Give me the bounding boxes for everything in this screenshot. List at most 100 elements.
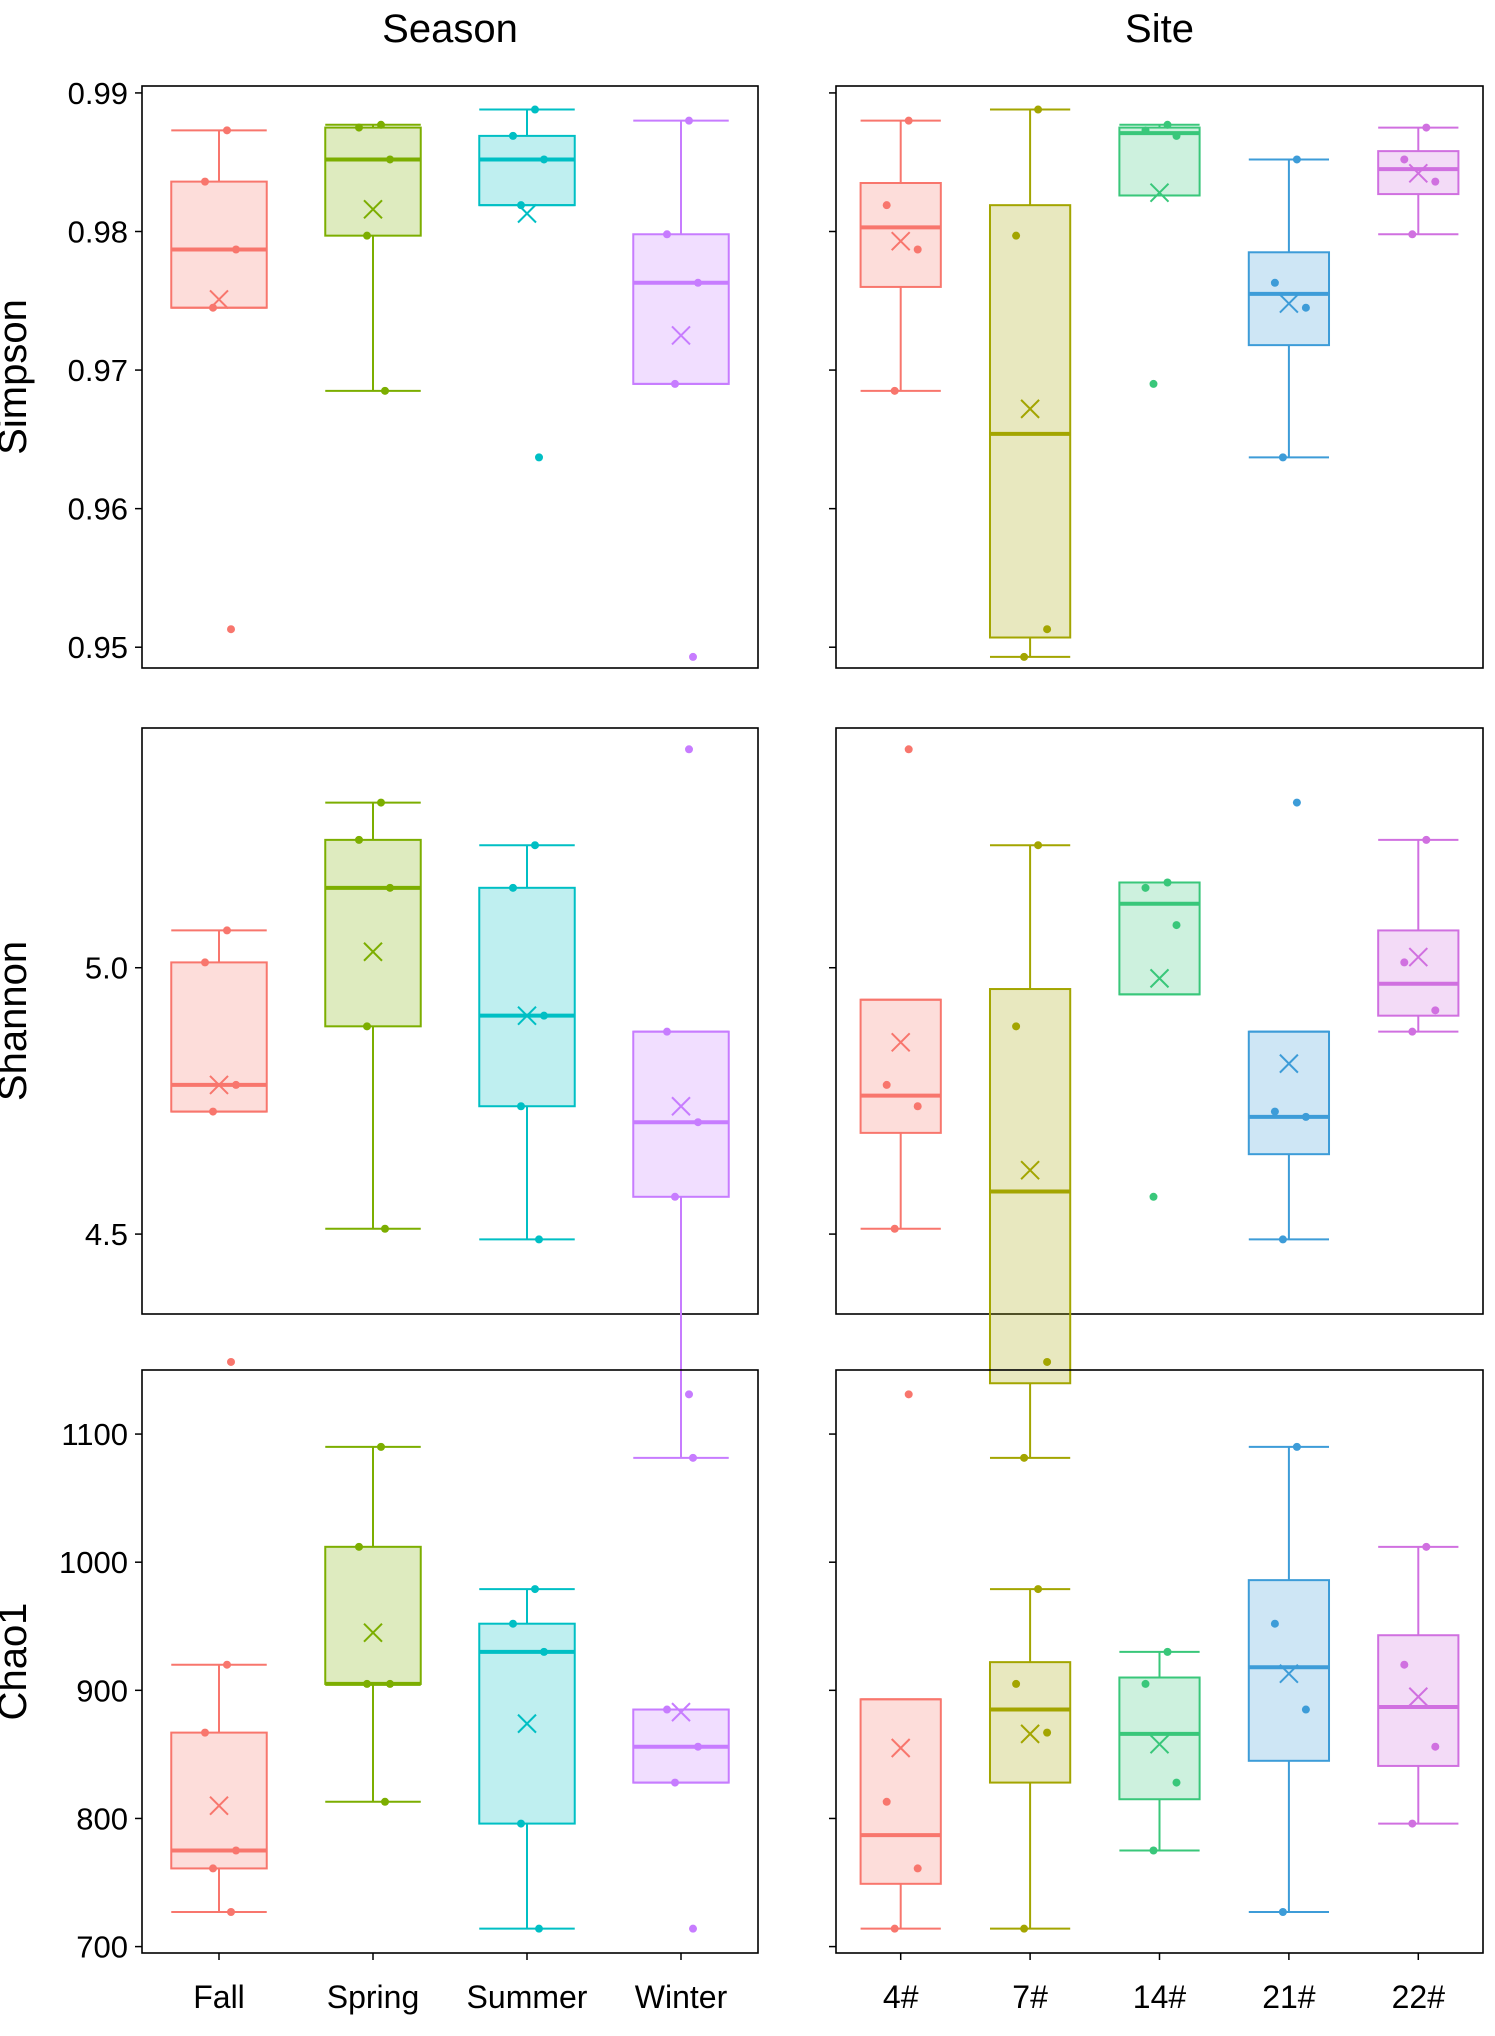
y-tick-label: 0.96	[68, 492, 128, 527]
data-point	[540, 1647, 548, 1656]
data-point	[377, 120, 385, 129]
data-point	[890, 1224, 899, 1233]
data-point	[1408, 1027, 1417, 1036]
panel-chao1-season: 700 800 900 1000 1100 Fall Spring Summer Winter	[59, 1369, 759, 2015]
mean-marker	[1279, 1053, 1299, 1074]
data-point	[1163, 1647, 1172, 1656]
data-point	[201, 177, 209, 186]
data-point	[694, 278, 702, 287]
data-point	[1043, 1728, 1052, 1737]
data-point	[1020, 1924, 1029, 1933]
box-fall	[170, 126, 268, 634]
data-point	[377, 1442, 385, 1451]
x-tick-label-winter: Winter	[635, 1979, 728, 2015]
data-point	[1431, 1006, 1440, 1015]
box-spring	[324, 120, 422, 395]
data-point	[232, 1846, 240, 1855]
data-point	[535, 1924, 543, 1933]
y-axis-label-shannon: Shannon	[0, 941, 35, 1101]
data-point	[1301, 1705, 1310, 1714]
box-22	[1377, 835, 1460, 1036]
data-point	[1422, 123, 1431, 132]
data-point	[1270, 1107, 1279, 1116]
box-7	[988, 1585, 1072, 1933]
data-point	[1172, 1778, 1181, 1787]
data-point	[671, 1778, 679, 1787]
box-summer	[478, 1585, 576, 1933]
mean-marker	[1279, 1663, 1299, 1684]
y-tick-label: 4.5	[85, 1217, 128, 1252]
y-tick-label: 0.99	[68, 76, 128, 111]
data-point	[232, 1080, 240, 1089]
data-point	[1400, 155, 1409, 164]
panel-frame	[141, 85, 759, 669]
box-21	[1247, 155, 1331, 462]
data-point	[685, 116, 693, 125]
data-point	[890, 386, 899, 395]
data-point	[363, 231, 371, 240]
data-point	[694, 1742, 702, 1751]
y-axis-label-chao1: Chao1	[0, 1603, 35, 1721]
data-point	[663, 1705, 671, 1714]
box-iqr	[988, 1661, 1072, 1784]
x-tick-label-spring: Spring	[327, 1979, 420, 2015]
data-point	[517, 201, 525, 210]
data-point	[1012, 1679, 1021, 1688]
data-point	[1408, 230, 1417, 239]
box-winter	[632, 1390, 730, 1933]
data-point	[1034, 1585, 1043, 1594]
data-point	[209, 1107, 217, 1116]
data-point	[1043, 625, 1052, 634]
mean-marker	[1149, 968, 1170, 989]
data-point	[386, 883, 394, 892]
data-point	[201, 1728, 209, 1737]
panel-chao1-site: 4# 7# 14# 21# 22#	[829, 1369, 1484, 2015]
box-iqr	[632, 1030, 730, 1198]
box-iqr	[1118, 126, 1201, 197]
y-tick-label: 5.0	[85, 951, 128, 986]
data-point	[1270, 1619, 1279, 1628]
mean-marker	[209, 1795, 229, 1816]
data-point	[1034, 841, 1043, 850]
panel-frame	[141, 727, 759, 1315]
data-point	[689, 1453, 697, 1462]
data-point	[904, 745, 913, 754]
data-point	[1141, 126, 1150, 135]
data-point	[671, 1192, 679, 1201]
data-point	[904, 116, 913, 125]
panel-shannon-site	[829, 727, 1484, 1462]
x-tick-label-21: 21#	[1262, 1979, 1316, 2015]
data-point	[1043, 1357, 1052, 1366]
data-point	[531, 1585, 539, 1594]
box-iqr	[1247, 1579, 1331, 1762]
mean-marker	[1020, 1160, 1040, 1180]
data-point	[509, 131, 517, 140]
box-iqr	[170, 1731, 268, 1870]
data-point	[913, 1864, 922, 1873]
data-point	[1149, 1846, 1158, 1855]
y-tick-label: 0.95	[68, 630, 128, 665]
data-point	[882, 1080, 891, 1089]
y-tick-label: 900	[76, 1673, 128, 1708]
data-point	[890, 1924, 899, 1933]
data-point	[685, 1390, 693, 1399]
box-winter	[632, 116, 730, 661]
data-point	[1292, 155, 1301, 164]
data-point	[223, 126, 231, 135]
y-tick-label: 0.98	[68, 215, 128, 250]
panel-frame	[835, 85, 1484, 669]
data-point	[1278, 453, 1287, 462]
mean-marker	[517, 1713, 537, 1734]
data-point	[227, 1357, 235, 1366]
box-14	[1118, 878, 1201, 1201]
box-iqr	[859, 182, 942, 288]
mean-marker	[1020, 399, 1040, 419]
mean-marker	[1408, 1687, 1429, 1707]
mean-marker	[363, 199, 383, 220]
data-point	[1292, 798, 1301, 807]
box-fall	[170, 926, 268, 1366]
box-7	[988, 841, 1072, 1462]
data-point	[1431, 177, 1440, 186]
data-point	[227, 1907, 235, 1916]
data-point	[1400, 958, 1409, 967]
